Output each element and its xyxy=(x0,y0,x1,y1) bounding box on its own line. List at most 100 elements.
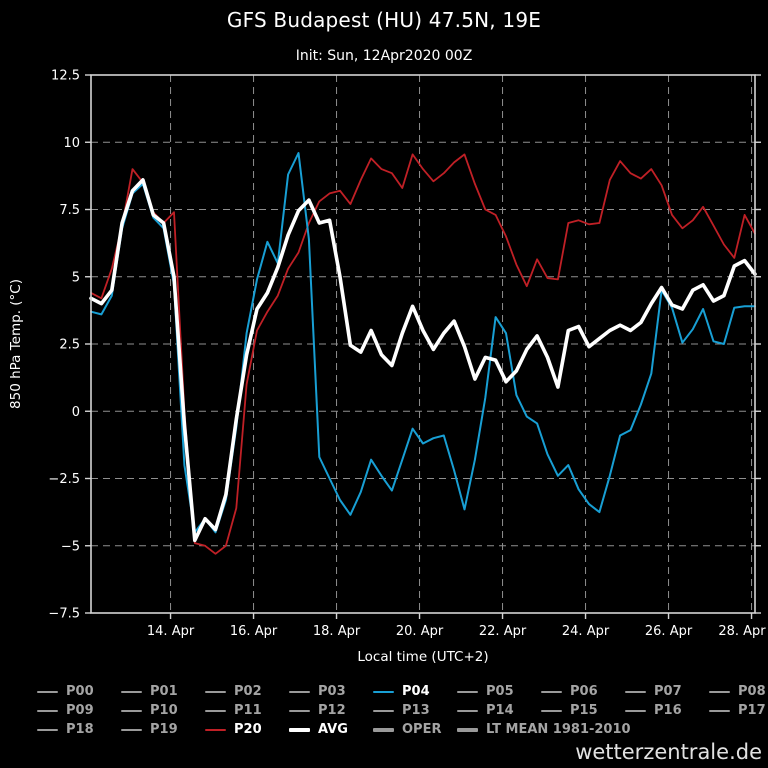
legend-item-p07[interactable]: P07 xyxy=(625,685,709,698)
x-tick-label: 14. Apr xyxy=(147,624,195,639)
legend-label: OPER xyxy=(402,722,442,737)
chart-title: GFS Budapest (HU) 47.5N, 19E xyxy=(226,8,542,32)
temperature-meteogram: 12.5 10 7.5 5 2.5 0 −2.5 −5 −7.5 14. Apr 16. Apr 18… xyxy=(8,69,766,666)
legend-item-p01[interactable]: P01 xyxy=(121,685,205,698)
legend-swatch-p11 xyxy=(205,709,226,712)
y-tick-label: −7.5 xyxy=(48,607,80,622)
x-tick-label: 20. Apr xyxy=(396,624,444,639)
y-tick-label: 2.5 xyxy=(59,338,80,353)
legend-item-p14[interactable]: P14 xyxy=(457,704,541,717)
legend-item-p05[interactable]: P05 xyxy=(457,685,541,698)
x-tick-label: 18. Apr xyxy=(313,624,361,639)
legend-swatch-p16 xyxy=(625,709,646,712)
legend-swatch-avg xyxy=(289,727,310,732)
legend-swatch-p14 xyxy=(457,709,478,712)
legend-swatch-p17 xyxy=(709,709,730,712)
legend-swatch-p18 xyxy=(37,728,58,731)
legend-item-p00[interactable]: P00 xyxy=(37,685,121,698)
legend-swatch-p05 xyxy=(457,690,478,693)
legend-label: P14 xyxy=(486,703,514,718)
init-time-subtitle: Init: Sun, 12Apr2020 00Z xyxy=(295,48,473,64)
y-axis-label: 850 hPa Temp. (°C) xyxy=(8,279,24,409)
legend-label: P00 xyxy=(66,684,94,699)
legend-item-p11[interactable]: P11 xyxy=(205,704,289,717)
legend-label: AVG xyxy=(318,722,348,737)
y-tick-label: 12.5 xyxy=(51,69,80,84)
legend-swatch-p07 xyxy=(625,690,646,693)
legend-item-p09[interactable]: P09 xyxy=(37,704,121,717)
x-tick-label: 16. Apr xyxy=(230,624,278,639)
legend-label: P15 xyxy=(570,703,598,718)
legend-swatch-p19 xyxy=(121,728,142,731)
y-tick-label: −5 xyxy=(61,539,80,554)
legend-label: P16 xyxy=(654,703,682,718)
legend-swatch-p06 xyxy=(541,690,562,693)
legend-item-p17[interactable]: P17 xyxy=(709,704,768,717)
legend-item-p15[interactable]: P15 xyxy=(541,704,625,717)
x-tick-label: 26. Apr xyxy=(645,624,693,639)
legend-swatch-oper xyxy=(373,727,394,732)
y-tick-label: 5 xyxy=(72,270,80,285)
legend-swatch-p09 xyxy=(37,709,58,712)
x-tick-label: 28. Apr xyxy=(718,624,766,639)
x-tick-label: 22. Apr xyxy=(479,624,527,639)
legend-item-avg[interactable]: AVG xyxy=(289,723,373,736)
legend-label: P11 xyxy=(234,703,262,718)
legend-swatch-p04 xyxy=(373,690,394,693)
legend-swatch-p02 xyxy=(205,690,226,693)
legend-item-p18[interactable]: P18 xyxy=(37,723,121,736)
y-tick-label: 10 xyxy=(63,136,80,151)
legend-label: LT MEAN 1981-2010 xyxy=(486,722,631,737)
x-axis-label: Local time (UTC+2) xyxy=(357,649,488,665)
legend-item-p13[interactable]: P13 xyxy=(373,704,457,717)
legend-item-p16[interactable]: P16 xyxy=(625,704,709,717)
legend-label: P20 xyxy=(234,722,262,737)
x-tick-label: 24. Apr xyxy=(562,624,610,639)
legend-item-oper[interactable]: OPER xyxy=(373,723,457,736)
legend-swatch-p00 xyxy=(37,690,58,693)
legend-swatch-p13 xyxy=(373,709,394,712)
legend-swatch-lt-mean-1981-2010 xyxy=(457,727,478,732)
legend-item-p04[interactable]: P04 xyxy=(373,685,457,698)
legend-label: P02 xyxy=(234,684,262,699)
legend-label: P10 xyxy=(150,703,178,718)
legend-label: P19 xyxy=(150,722,178,737)
legend-row-2: P09 P10 P11 P12 P13 P14 P15 P16 P17 xyxy=(37,701,766,720)
legend-item-p20[interactable]: P20 xyxy=(205,723,289,736)
legend-row-1: P00 P01 P02 P03 P04 P05 P06 P07 P08 xyxy=(37,682,766,701)
legend-item-p12[interactable]: P12 xyxy=(289,704,373,717)
legend-swatch-p12 xyxy=(289,709,310,712)
legend-label: P05 xyxy=(486,684,514,699)
legend-label: P03 xyxy=(318,684,346,699)
legend-swatch-p15 xyxy=(541,709,562,712)
y-tick-label: −2.5 xyxy=(48,472,80,487)
watermark: wetterzentrale.de xyxy=(575,740,762,764)
legend-label: P01 xyxy=(150,684,178,699)
series-p20 xyxy=(90,153,756,555)
legend-item-p19[interactable]: P19 xyxy=(121,723,205,736)
y-tick-label: 0 xyxy=(72,405,80,420)
legend-row-3: P18 P19 P20 AVG OPER LT MEAN 1981-2010 xyxy=(37,720,763,739)
y-tick-label: 7.5 xyxy=(59,203,80,218)
legend-swatch-p08 xyxy=(709,690,730,693)
legend-label: P04 xyxy=(402,684,430,699)
legend-swatch-p03 xyxy=(289,690,310,693)
legend-label: P13 xyxy=(402,703,430,718)
legend-item-p03[interactable]: P03 xyxy=(289,685,373,698)
legend-item-p10[interactable]: P10 xyxy=(121,704,205,717)
legend-item-p06[interactable]: P06 xyxy=(541,685,625,698)
legend-label: P09 xyxy=(66,703,94,718)
series-avg xyxy=(89,178,757,543)
legend-label: P17 xyxy=(738,703,766,718)
legend-item-lt-mean-1981-2010[interactable]: LT MEAN 1981-2010 xyxy=(457,723,631,736)
legend-item-p02[interactable]: P02 xyxy=(205,685,289,698)
legend-label: P12 xyxy=(318,703,346,718)
legend-swatch-p10 xyxy=(121,709,142,712)
legend-item-p08[interactable]: P08 xyxy=(709,685,768,698)
legend-label: P18 xyxy=(66,722,94,737)
legend-label: P07 xyxy=(654,684,682,699)
legend-swatch-p01 xyxy=(121,690,142,693)
legend-label: P08 xyxy=(738,684,766,699)
legend-swatch-p20 xyxy=(205,728,226,731)
legend: P00 P01 P02 P03 P04 P05 P06 P07 P08 P09 P10 P11 P12 P… xyxy=(37,682,766,739)
